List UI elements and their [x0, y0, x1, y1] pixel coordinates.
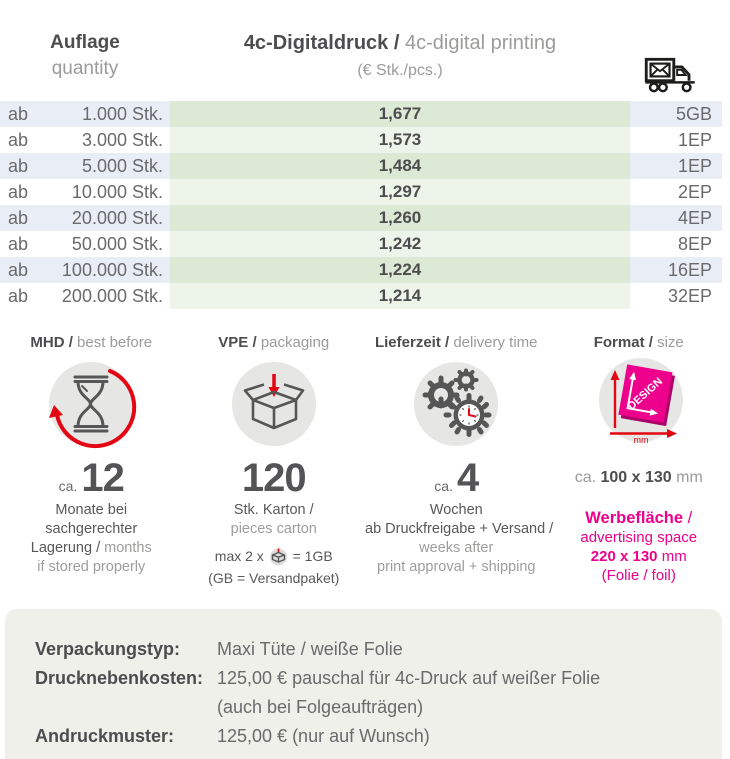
advertising-space-block: Werbefläche / advertising space 220 x 13…	[580, 509, 698, 584]
info-section: MHD / best before	[0, 333, 730, 587]
vpe-shipping-note: max 2 x = 1GB (GB = Versandpake	[208, 548, 340, 586]
parcel-icon	[268, 548, 293, 569]
table-row: ab 100.000 Stk. 1,224 16EP	[0, 257, 730, 283]
row-prefix: ab	[8, 208, 29, 228]
price-unit: (€ Stk./pcs.)	[357, 62, 443, 79]
row-quantity: 10.000 Stk.	[71, 182, 163, 202]
table-row: ab 200.000 Stk. 1,214 32EP	[0, 283, 730, 309]
table-row: ab 1.000 Stk. 1,677 5GB	[0, 101, 730, 127]
info-column-format: Format / size DESIGN	[548, 333, 730, 587]
mail-truck-icon	[644, 56, 696, 99]
gears-clock-icon	[410, 358, 502, 455]
format-title: Format / size	[593, 334, 684, 351]
vpe-description: Stk. Karton / pieces carton	[230, 502, 317, 537]
row-quantity: 200.000 Stk.	[61, 286, 163, 306]
delivery-title: Lieferzeit / delivery time	[374, 334, 538, 351]
column-header-product: 4c-Digitaldruck / 4c-digital printing (€…	[170, 30, 630, 101]
delivery-value: ca. 4	[434, 455, 479, 500]
row-price: 1,260	[170, 205, 630, 231]
detail-row: Verpackungstyp: Maxi Tüte / weiße Folie	[35, 635, 722, 664]
detail-label: Andruckmuster:	[35, 726, 175, 746]
column-header-shipping	[630, 30, 722, 101]
quantity-label-en: quantity	[51, 58, 119, 79]
row-prefix: ab	[8, 104, 29, 124]
detail-label: Verpackungstyp:	[35, 639, 181, 659]
row-quantity: 5.000 Stk.	[81, 156, 163, 176]
detail-row: Andruckmuster: 125,00 € (nur auf Wunsch)	[35, 722, 722, 751]
row-shipping-code: 1EP	[630, 153, 722, 179]
table-header: Auflage quantity 4c-Digitaldruck / 4c-di…	[0, 0, 730, 101]
table-row: ab 3.000 Stk. 1,573 1EP	[0, 127, 730, 153]
row-price: 1,214	[170, 283, 630, 309]
detail-value: 125,00 € (nur auf Wunsch)	[217, 726, 430, 746]
column-header-quantity: Auflage quantity	[0, 30, 170, 101]
detail-value: Maxi Tüte / weiße Folie	[217, 639, 403, 659]
quantity-label-de: Auflage	[50, 32, 120, 53]
row-price: 1,573	[170, 127, 630, 153]
row-shipping-code: 16EP	[630, 257, 722, 283]
row-shipping-code: 32EP	[667, 286, 712, 306]
row-shipping-code: 4EP	[630, 205, 722, 231]
row-prefix: ab	[8, 286, 29, 306]
row-shipping-code: 5GB	[630, 101, 722, 127]
details-box: Verpackungstyp: Maxi Tüte / weiße Folie …	[5, 609, 722, 759]
row-quantity: 1.000 Stk.	[81, 104, 163, 124]
hourglass-refresh-icon	[45, 358, 137, 455]
detail-value: 125,00 € pauschal für 4c-Druck auf weiße…	[217, 668, 601, 717]
row-prefix: ab	[8, 260, 29, 280]
row-shipping-code: 1EP	[677, 130, 712, 150]
info-column-delivery: Lieferzeit / delivery time	[365, 333, 554, 587]
row-price: 1,297	[170, 179, 630, 205]
row-prefix: ab	[8, 182, 29, 202]
table-row: ab 10.000 Stk. 1,297 2EP	[0, 179, 730, 205]
delivery-description: Wochen ab Druckfreigabe + Versand / week…	[365, 502, 554, 575]
row-prefix: ab	[8, 156, 29, 176]
row-quantity: 50.000 Stk.	[71, 234, 163, 254]
mhd-description: Monate bei sachgerechter Lagerung / mont…	[30, 502, 152, 575]
row-quantity: 20.000 Stk.	[71, 208, 163, 228]
table-row: ab 20.000 Stk. 1,260 4EP	[0, 205, 730, 231]
mhd-value: ca. 12	[58, 455, 125, 500]
price-table: ab 1.000 Stk. 1,677 5GB ab 3.000 Stk. 1,57…	[0, 101, 730, 309]
detail-label: Drucknebenkosten:	[35, 668, 204, 688]
mhd-title: MHD / best before	[30, 334, 153, 351]
detail-row: Drucknebenkosten: 125,00 € pauschal für …	[35, 664, 722, 722]
row-quantity: 3.000 Stk.	[81, 130, 163, 150]
row-price: 1,224	[170, 257, 630, 283]
table-row: ab 5.000 Stk. 1,484 1EP	[0, 153, 730, 179]
row-quantity: 100.000 Stk.	[61, 260, 163, 280]
row-shipping-code: 8EP	[677, 234, 712, 254]
row-price: 1,677	[170, 101, 630, 127]
info-column-mhd: MHD / best before	[0, 333, 183, 587]
product-title: 4c-Digitaldruck / 4c-digital printing	[243, 32, 557, 54]
open-box-icon	[228, 358, 320, 455]
table-row: ab 50.000 Stk. 1,242 8EP	[0, 231, 730, 257]
vpe-value: 120	[241, 455, 307, 500]
row-shipping-code: 2EP	[677, 182, 712, 202]
vpe-title: VPE / packaging	[218, 334, 330, 351]
package-size-icon: DESIGN mm	[589, 356, 689, 457]
row-prefix: ab	[8, 130, 29, 150]
row-price: 1,484	[170, 153, 630, 179]
mm-label: mm	[633, 435, 648, 445]
row-prefix: ab	[8, 234, 29, 254]
info-column-vpe: VPE / packaging	[183, 333, 366, 587]
format-size: ca. 100 x 130 mm	[574, 469, 703, 486]
row-price: 1,242	[170, 231, 630, 257]
